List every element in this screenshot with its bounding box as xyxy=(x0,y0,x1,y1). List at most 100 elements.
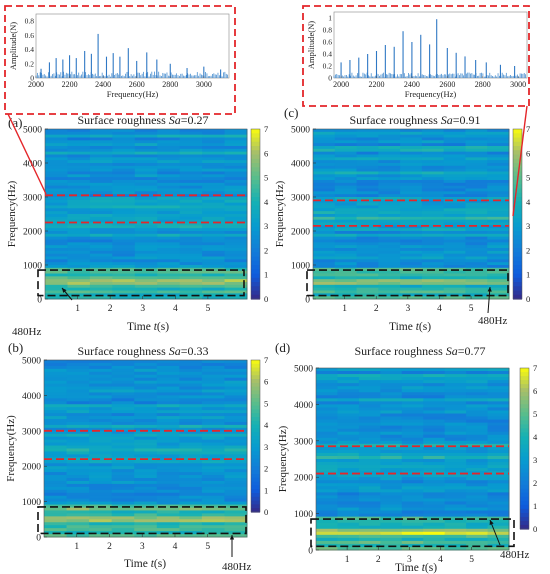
colorbar-segment xyxy=(520,484,529,490)
heatmap-cell xyxy=(400,236,423,240)
heatmap-cell xyxy=(179,383,203,388)
heatmap-cell xyxy=(316,401,338,405)
heatmap-cell xyxy=(358,389,381,393)
heatmap-cell xyxy=(179,489,203,494)
heatmap-cell xyxy=(67,296,91,300)
heatmap-cell xyxy=(444,534,467,539)
heatmap-cell xyxy=(313,160,336,164)
heatmap-cell xyxy=(316,398,338,402)
heatmap-cell xyxy=(156,407,180,411)
heatmap-cell xyxy=(134,131,158,136)
heatmap-cell xyxy=(179,419,203,423)
heatmap-cell xyxy=(380,416,403,421)
heatmap-cell xyxy=(444,452,467,457)
colorbar-segment xyxy=(251,133,260,139)
heatmap-cell xyxy=(421,205,445,209)
heatmap-cell xyxy=(89,228,113,232)
heatmap-cell xyxy=(224,250,248,255)
heatmap-cell xyxy=(356,222,379,226)
heatmap-cell xyxy=(356,287,379,291)
heatmap-cell xyxy=(202,137,226,141)
colorbar-segment xyxy=(520,480,529,486)
heatmap-cell xyxy=(466,513,489,518)
heatmap-cell xyxy=(401,519,424,524)
heatmap-cell xyxy=(313,134,336,138)
heatmap-cell xyxy=(156,448,180,452)
heatmap-cell xyxy=(111,492,135,497)
heatmap-cell xyxy=(67,205,91,209)
heatmap-cell xyxy=(487,148,510,153)
heatmap-cell xyxy=(89,421,113,426)
heatmap-cell xyxy=(334,233,358,238)
heatmap-cell xyxy=(444,422,467,427)
heatmap-cell xyxy=(134,404,158,408)
heatmap-cell xyxy=(112,154,136,158)
heatmap-cell xyxy=(380,528,403,533)
heatmap-cell xyxy=(44,501,68,506)
heatmap-cell xyxy=(224,265,248,269)
heatmap-cell xyxy=(316,371,338,375)
heatmap-cell xyxy=(313,248,336,252)
heatmap-cell xyxy=(202,259,226,263)
heatmap-cell xyxy=(316,507,338,512)
title-value: =0.27 xyxy=(181,113,209,127)
heatmap-cell xyxy=(358,428,381,433)
heatmap-cell xyxy=(89,371,113,376)
heatmap-cell xyxy=(66,413,90,417)
heatmap-cell xyxy=(378,276,401,280)
heatmap-cell xyxy=(202,208,226,212)
heatmap-cell xyxy=(156,362,180,367)
heatmap-cell xyxy=(202,160,226,164)
heatmap-cell xyxy=(202,148,226,153)
heatmap-cell xyxy=(334,262,358,266)
heatmap-cell xyxy=(111,410,135,414)
heatmap-cell xyxy=(134,279,158,283)
heatmap-cell xyxy=(89,143,113,147)
heatmap-cell xyxy=(134,389,158,393)
heatmap-cell xyxy=(156,498,180,503)
heatmap-cell xyxy=(487,422,510,427)
heatmap-cell xyxy=(224,259,248,263)
heatmap-cell xyxy=(380,413,403,418)
heatmap-cell xyxy=(134,177,158,181)
heatmap-cell xyxy=(134,463,158,467)
heatmap-cell xyxy=(224,439,248,444)
annotation-arrowhead xyxy=(229,535,235,540)
heatmap-cell xyxy=(179,463,203,467)
heatmap-cell xyxy=(112,177,136,181)
heatmap-cell xyxy=(487,474,510,478)
heatmap-cell xyxy=(313,282,336,286)
heatmap-cell xyxy=(67,194,91,198)
heatmap-cell xyxy=(111,371,135,376)
heatmap-cell xyxy=(179,131,203,136)
heatmap-cell xyxy=(380,434,403,439)
heatmap-cell xyxy=(134,143,158,147)
heatmap-cell xyxy=(466,374,489,378)
heatmap-cell xyxy=(487,168,510,172)
heatmap-cell xyxy=(112,270,136,274)
heatmap-cell xyxy=(400,202,423,206)
colorbar-segment xyxy=(251,424,260,429)
heatmap-cell xyxy=(202,157,226,161)
heatmap-cell xyxy=(156,528,180,532)
heatmap-cell xyxy=(421,194,445,198)
colorbar-segment xyxy=(251,436,260,441)
heatmap-cell xyxy=(401,531,424,536)
heatmap-cell xyxy=(224,507,248,511)
heatmap-cell xyxy=(378,177,401,181)
heatmap-cell xyxy=(89,197,113,201)
heatmap-cell xyxy=(380,474,403,478)
heatmap-cell xyxy=(423,413,446,418)
heatmap-cell xyxy=(66,489,90,494)
heatmap-cell xyxy=(334,279,358,283)
heatmap-cell xyxy=(201,486,225,491)
heatmap-cell xyxy=(487,371,510,375)
heatmap-cell xyxy=(66,421,90,426)
heatmap-cell xyxy=(401,383,424,387)
heatmap-cell xyxy=(179,380,203,385)
heatmap-cell xyxy=(67,270,91,274)
heatmap-cell xyxy=(313,284,336,289)
heatmap-cell xyxy=(157,290,181,294)
heatmap-cell xyxy=(487,395,510,399)
heatmap-cell xyxy=(380,440,403,445)
